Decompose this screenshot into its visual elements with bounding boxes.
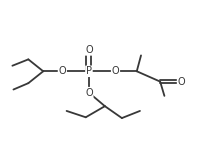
Text: O: O: [85, 45, 93, 55]
Text: O: O: [59, 66, 66, 76]
Text: O: O: [178, 77, 185, 87]
Text: O: O: [112, 66, 119, 76]
Text: O: O: [85, 88, 93, 98]
Text: P: P: [86, 66, 92, 76]
